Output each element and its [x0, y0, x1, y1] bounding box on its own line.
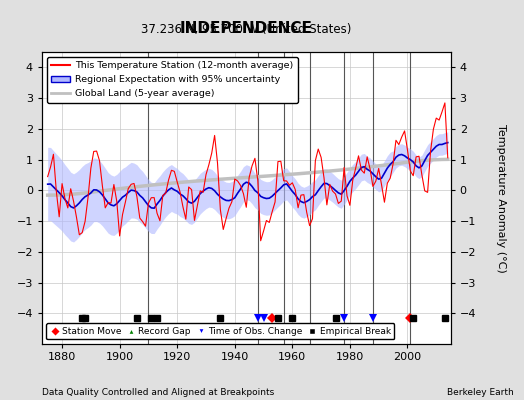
Title: INDEPENDENCE: INDEPENDENCE — [180, 20, 313, 36]
Text: 37.236 N, 95.700 W (United States): 37.236 N, 95.700 W (United States) — [141, 23, 352, 36]
Legend: Station Move, Record Gap, Time of Obs. Change, Empirical Break: Station Move, Record Gap, Time of Obs. C… — [47, 323, 395, 340]
Text: Berkeley Earth: Berkeley Earth — [447, 388, 514, 397]
Text: Data Quality Controlled and Aligned at Breakpoints: Data Quality Controlled and Aligned at B… — [42, 388, 274, 397]
Y-axis label: Temperature Anomaly (°C): Temperature Anomaly (°C) — [496, 124, 506, 272]
